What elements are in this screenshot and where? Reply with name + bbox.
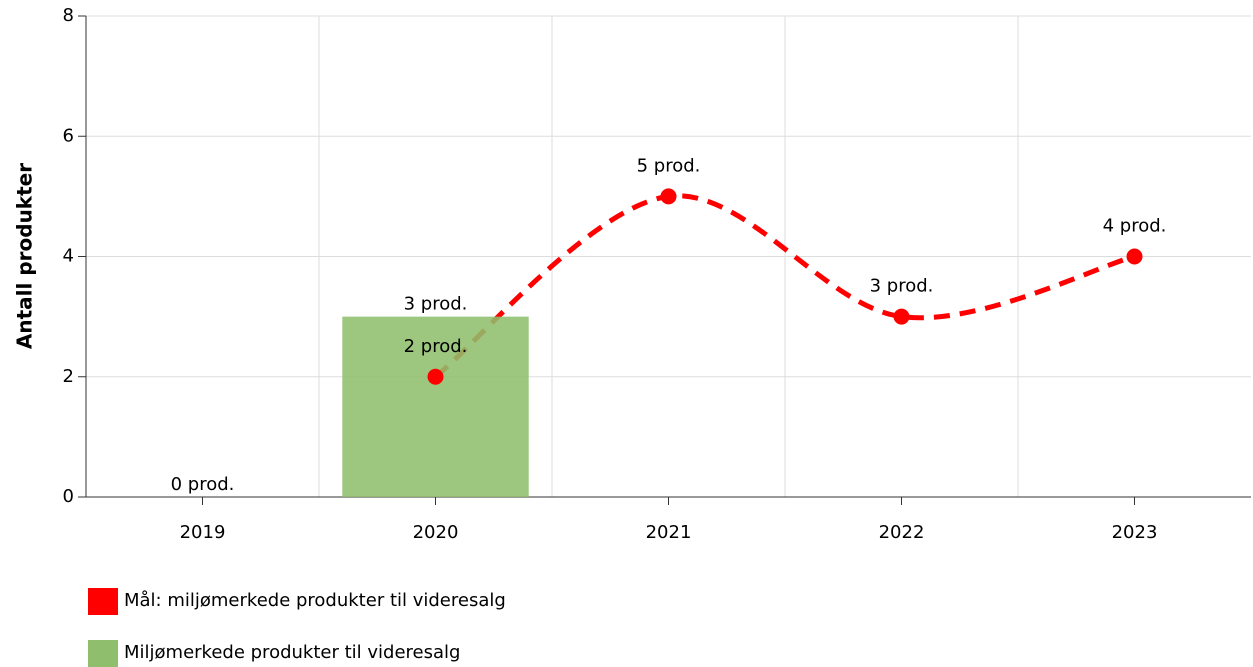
data-label: 2 prod. bbox=[404, 336, 468, 357]
marker bbox=[893, 308, 910, 325]
data-label: 3 prod. bbox=[870, 276, 934, 297]
x-tick-label: 2023 bbox=[1112, 522, 1158, 543]
data-label: 4 prod. bbox=[1103, 216, 1167, 237]
line bbox=[433, 193, 1136, 379]
marker bbox=[660, 188, 677, 205]
y-tick-label: 0 bbox=[63, 486, 74, 507]
x-tick-label: 2022 bbox=[879, 522, 925, 543]
y-tick-label: 8 bbox=[63, 5, 74, 26]
x-tick-label: 2021 bbox=[646, 522, 692, 543]
marker bbox=[427, 368, 444, 385]
legend-swatch bbox=[88, 640, 118, 667]
y-axis-title: Antall produkter bbox=[13, 163, 37, 349]
data-label: 3 prod. bbox=[404, 294, 468, 315]
x-tick-label: 2019 bbox=[180, 522, 226, 543]
y-tick-label: 6 bbox=[63, 125, 74, 146]
y-tick-label: 2 bbox=[63, 366, 74, 387]
y-tick-label: 4 bbox=[63, 246, 74, 267]
x-tick-label: 2020 bbox=[413, 522, 459, 543]
bar bbox=[342, 316, 529, 497]
legend-label: Mål: miljømerkede produkter til videresa… bbox=[124, 590, 506, 611]
legend-swatch bbox=[88, 588, 118, 615]
data-label: 0 prod. bbox=[171, 474, 235, 495]
legend-label: Miljømerkede produkter til videresalg bbox=[124, 642, 460, 663]
marker bbox=[1126, 248, 1143, 265]
data-label: 5 prod. bbox=[637, 155, 701, 176]
